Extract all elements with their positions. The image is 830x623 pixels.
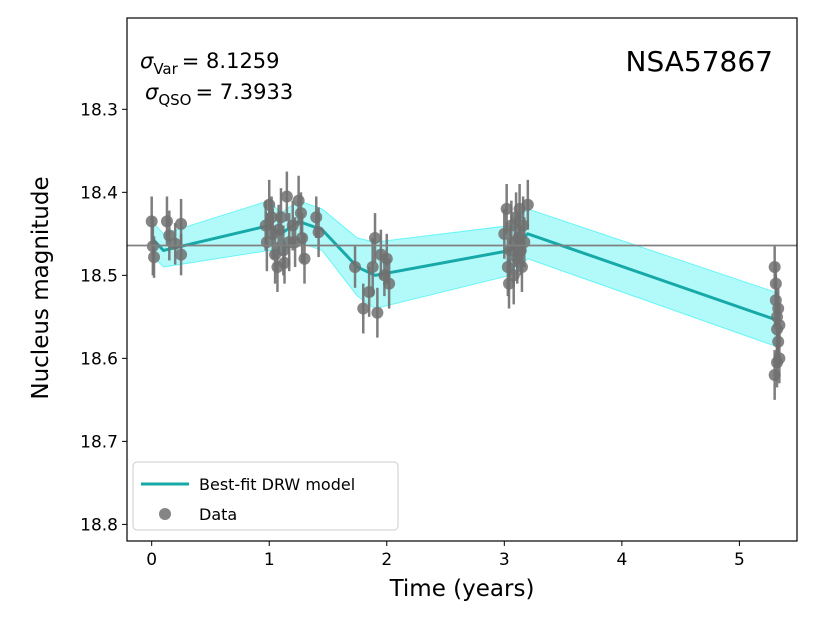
annotation-text: = 7.3933 bbox=[195, 80, 293, 104]
data-point bbox=[259, 219, 272, 232]
data-point bbox=[263, 198, 276, 211]
y-tick-label: 18.5 bbox=[80, 266, 118, 286]
x-tick-label: 4 bbox=[616, 550, 627, 570]
data-point bbox=[357, 302, 370, 315]
data-point bbox=[772, 302, 785, 315]
legend-label: Data bbox=[199, 505, 237, 524]
y-axis-label: Nucleus magnitude bbox=[28, 176, 54, 399]
x-tick-label: 0 bbox=[146, 550, 157, 570]
confidence-band bbox=[151, 200, 776, 347]
annotation-symbol: σ bbox=[140, 49, 154, 73]
data-point bbox=[286, 219, 299, 232]
y-tick-label: 18.7 bbox=[80, 432, 118, 452]
y-tick-label: 18.4 bbox=[80, 183, 118, 203]
data-point bbox=[498, 227, 511, 240]
annotation-sub: Var bbox=[153, 60, 178, 78]
data-point bbox=[298, 252, 311, 265]
data-point bbox=[521, 198, 534, 211]
data-point bbox=[366, 261, 379, 274]
annotation-text: = 8.1259 bbox=[182, 49, 280, 73]
data-point bbox=[280, 190, 293, 203]
data-point bbox=[380, 252, 393, 265]
data-point bbox=[383, 277, 396, 290]
x-axis-label: Time (years) bbox=[389, 576, 535, 602]
data-point bbox=[272, 223, 285, 236]
data-point bbox=[363, 285, 376, 298]
data-point bbox=[769, 277, 782, 290]
x-tick-label: 5 bbox=[734, 550, 745, 570]
chart-title: NSA57867 bbox=[626, 45, 773, 78]
y-tick-label: 18.3 bbox=[80, 100, 118, 120]
x-tick-label: 3 bbox=[499, 550, 510, 570]
data-point bbox=[371, 306, 384, 319]
legend-swatch bbox=[159, 508, 171, 520]
data-point bbox=[296, 231, 309, 244]
legend-box bbox=[132, 461, 399, 531]
data-point bbox=[515, 261, 528, 274]
data-point bbox=[175, 248, 188, 261]
data-point bbox=[349, 261, 362, 274]
data-point bbox=[274, 211, 287, 224]
annotation: σQSO = 7.3933 bbox=[145, 80, 293, 109]
data-point bbox=[369, 231, 382, 244]
data-point bbox=[175, 217, 188, 230]
data-point bbox=[294, 207, 307, 220]
y-tick-label: 18.6 bbox=[80, 349, 118, 369]
data-point bbox=[310, 211, 323, 224]
data-point bbox=[148, 251, 161, 264]
data-point bbox=[312, 226, 325, 239]
data-point bbox=[771, 356, 784, 369]
y-tick-label: 18.8 bbox=[80, 515, 118, 535]
plot-area bbox=[145, 171, 786, 400]
annotation-symbol: σ bbox=[145, 80, 159, 104]
data-point bbox=[768, 368, 781, 381]
data-point bbox=[768, 261, 781, 274]
data-point bbox=[278, 256, 291, 269]
data-point bbox=[772, 335, 785, 348]
data-point bbox=[517, 219, 530, 232]
data-point bbox=[145, 215, 158, 228]
data-point bbox=[160, 215, 173, 228]
data-point bbox=[507, 269, 520, 282]
data-point bbox=[500, 202, 513, 215]
annotation-sub: QSO bbox=[158, 91, 191, 109]
data-point bbox=[292, 194, 305, 207]
data-point bbox=[265, 211, 278, 224]
legend-label: Best-fit DRW model bbox=[199, 475, 355, 494]
data-point bbox=[163, 229, 176, 242]
x-tick-label: 1 bbox=[264, 550, 275, 570]
data-point bbox=[169, 237, 182, 250]
x-tick-label: 2 bbox=[381, 550, 392, 570]
annotation: σVar = 8.1259 bbox=[140, 49, 280, 78]
data-point bbox=[501, 261, 514, 274]
data-point bbox=[277, 244, 290, 257]
data-point bbox=[773, 319, 786, 332]
plot-frame bbox=[126, 17, 798, 542]
